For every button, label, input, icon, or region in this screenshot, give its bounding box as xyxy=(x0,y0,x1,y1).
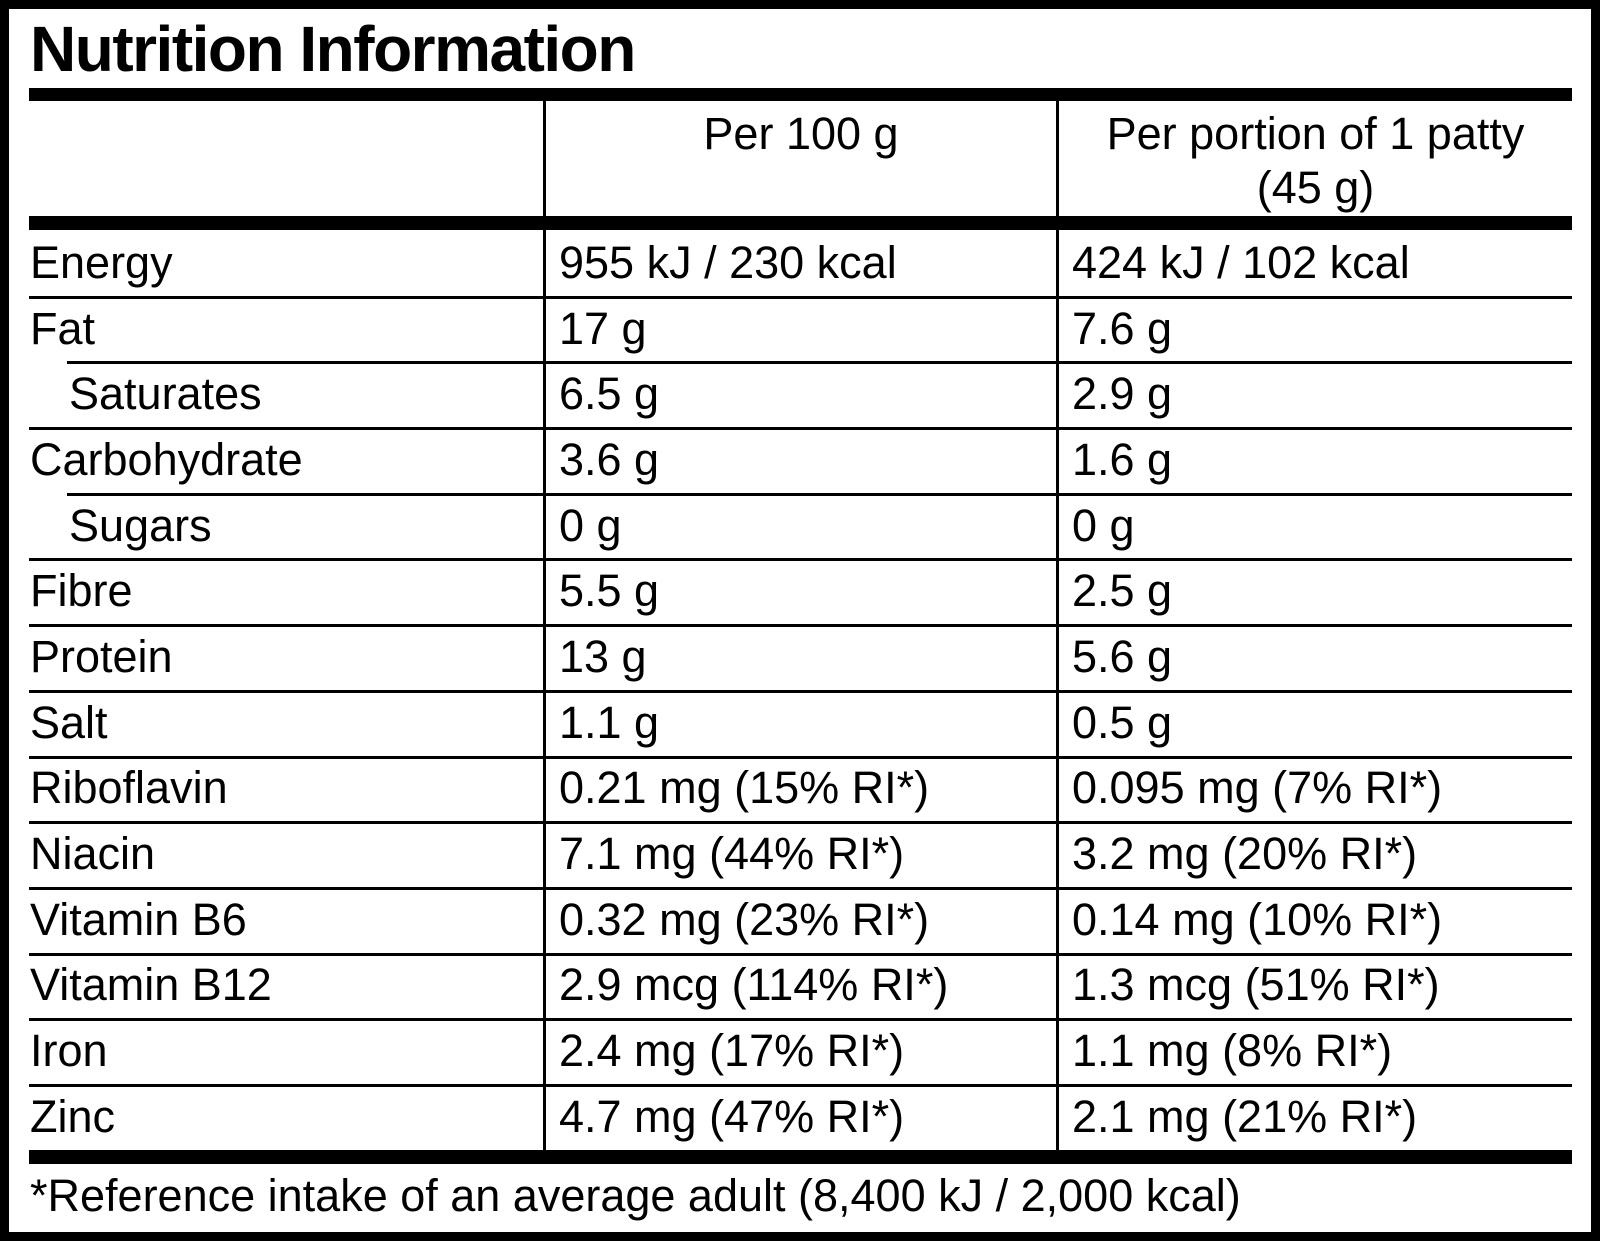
page-title: Nutrition Information xyxy=(30,12,636,85)
per-portion-value: 3.2 mg (20% RI*) xyxy=(1056,821,1572,887)
nutrient-label: Protein xyxy=(30,630,173,682)
reference-intake-footnote: *Reference intake of an average adult (8… xyxy=(30,1169,1241,1221)
table-header-row: Per 100 g Per portion of 1 patty (45 g) xyxy=(29,101,1572,216)
per-100g-value: 0 g xyxy=(543,492,1056,559)
per-100g-value: 0.21 mg (15% RI*) xyxy=(543,755,1056,822)
nutrient-label: Fibre xyxy=(30,565,133,617)
table-row: Zinc 4.7 mg (47% RI*) 2.1 mg (21% RI*) xyxy=(29,1083,1572,1150)
per-portion-value: 0.5 g xyxy=(1056,689,1572,756)
row-separator xyxy=(67,492,1572,496)
row-separator xyxy=(29,1083,1572,1087)
header-per-100g: Per 100 g xyxy=(543,101,1056,216)
table-row: Niacin 7.1 mg (44% RI*) 3.2 mg (20% RI*) xyxy=(29,821,1572,887)
table-row: Vitamin B6 0.32 mg (23% RI*) 0.14 mg (10… xyxy=(29,886,1572,953)
table-row: Protein 13 g 5.6 g xyxy=(29,624,1572,690)
per-portion-value: 0.095 mg (7% RI*) xyxy=(1056,755,1572,822)
row-separator xyxy=(29,689,1572,693)
row-separator xyxy=(29,427,1572,431)
nutrient-label: Salt xyxy=(30,696,108,748)
table-row: Sugars 0 g 0 g xyxy=(29,492,1572,559)
per-100g-value: 2.4 mg (17% RI*) xyxy=(543,1018,1056,1084)
per-100g-value: 3.6 g xyxy=(543,427,1056,493)
row-separator xyxy=(29,755,1572,759)
nutrient-label: Fat xyxy=(30,302,96,354)
table-row: Vitamin B12 2.9 mcg (114% RI*) 1.3 mcg (… xyxy=(29,952,1572,1019)
per-100g-value: 2.9 mcg (114% RI*) xyxy=(543,952,1056,1019)
table-row: Saturates 6.5 g 2.9 g xyxy=(29,361,1572,428)
header-blank-cell xyxy=(29,101,543,216)
table-row: Riboflavin 0.21 mg (15% RI*) 0.095 mg (7… xyxy=(29,755,1572,822)
row-separator xyxy=(29,886,1572,890)
per-portion-value: 2.5 g xyxy=(1056,558,1572,625)
per-100g-value: 1.1 g xyxy=(543,689,1056,756)
per-portion-value: 0.14 mg (10% RI*) xyxy=(1056,886,1572,953)
table-row: Fat 17 g 7.6 g xyxy=(29,295,1572,362)
table-body: Energy 955 kJ / 230 kcal 424 kJ / 102 kc… xyxy=(29,230,1572,1150)
per-portion-value: 2.1 mg (21% RI*) xyxy=(1056,1083,1572,1150)
per-portion-value: 424 kJ / 102 kcal xyxy=(1056,230,1572,296)
body-footer-divider-bar xyxy=(29,1149,1572,1164)
header-per-portion: Per portion of 1 patty (45 g) xyxy=(1056,101,1572,216)
nutrient-label: Iron xyxy=(30,1025,108,1077)
row-separator xyxy=(29,821,1572,825)
row-separator xyxy=(29,1018,1572,1022)
per-100g-value: 6.5 g xyxy=(543,361,1056,428)
per-portion-value: 1.6 g xyxy=(1056,427,1572,493)
table-row: Iron 2.4 mg (17% RI*) 1.1 mg (8% RI*) xyxy=(29,1018,1572,1084)
per-100g-value: 5.5 g xyxy=(543,558,1056,625)
title-block: Nutrition Information xyxy=(29,9,1572,88)
per-100g-value: 7.1 mg (44% RI*) xyxy=(543,821,1056,887)
nutrient-label: Carbohydrate xyxy=(30,433,303,485)
header-top-divider-bar xyxy=(29,88,1572,101)
row-separator xyxy=(29,558,1572,562)
per-100g-value: 955 kJ / 230 kcal xyxy=(543,230,1056,296)
table-row: Fibre 5.5 g 2.5 g xyxy=(29,558,1572,625)
table-row: Salt 1.1 g 0.5 g xyxy=(29,689,1572,756)
row-separator xyxy=(67,361,1572,365)
row-separator xyxy=(29,624,1572,628)
per-portion-value: 1.3 mcg (51% RI*) xyxy=(1056,952,1572,1019)
nutrient-label: Vitamin B12 xyxy=(30,959,272,1011)
per-portion-value: 5.6 g xyxy=(1056,624,1572,690)
nutrient-label: Energy xyxy=(30,236,173,288)
nutrient-label: Sugars xyxy=(69,499,212,551)
per-100g-value: 4.7 mg (47% RI*) xyxy=(543,1083,1056,1150)
per-portion-value: 1.1 mg (8% RI*) xyxy=(1056,1018,1572,1084)
nutrient-label: Saturates xyxy=(69,368,262,420)
table-row: Energy 955 kJ / 230 kcal 424 kJ / 102 kc… xyxy=(29,230,1572,296)
per-portion-value: 7.6 g xyxy=(1056,295,1572,362)
per-portion-value: 2.9 g xyxy=(1056,361,1572,428)
per-100g-value: 13 g xyxy=(543,624,1056,690)
nutrient-label: Niacin xyxy=(30,828,156,880)
row-separator xyxy=(29,952,1572,956)
per-100g-value: 17 g xyxy=(543,295,1056,362)
row-separator xyxy=(29,295,1572,299)
per-100g-value: 0.32 mg (23% RI*) xyxy=(543,886,1056,953)
nutrient-label: Riboflavin xyxy=(30,762,228,814)
per-portion-value: 0 g xyxy=(1056,492,1572,559)
nutrient-label: Zinc xyxy=(30,1090,116,1142)
nutrient-label: Vitamin B6 xyxy=(30,893,247,945)
table-row: Carbohydrate 3.6 g 1.6 g xyxy=(29,427,1572,493)
header-body-divider-bar xyxy=(29,216,1572,230)
